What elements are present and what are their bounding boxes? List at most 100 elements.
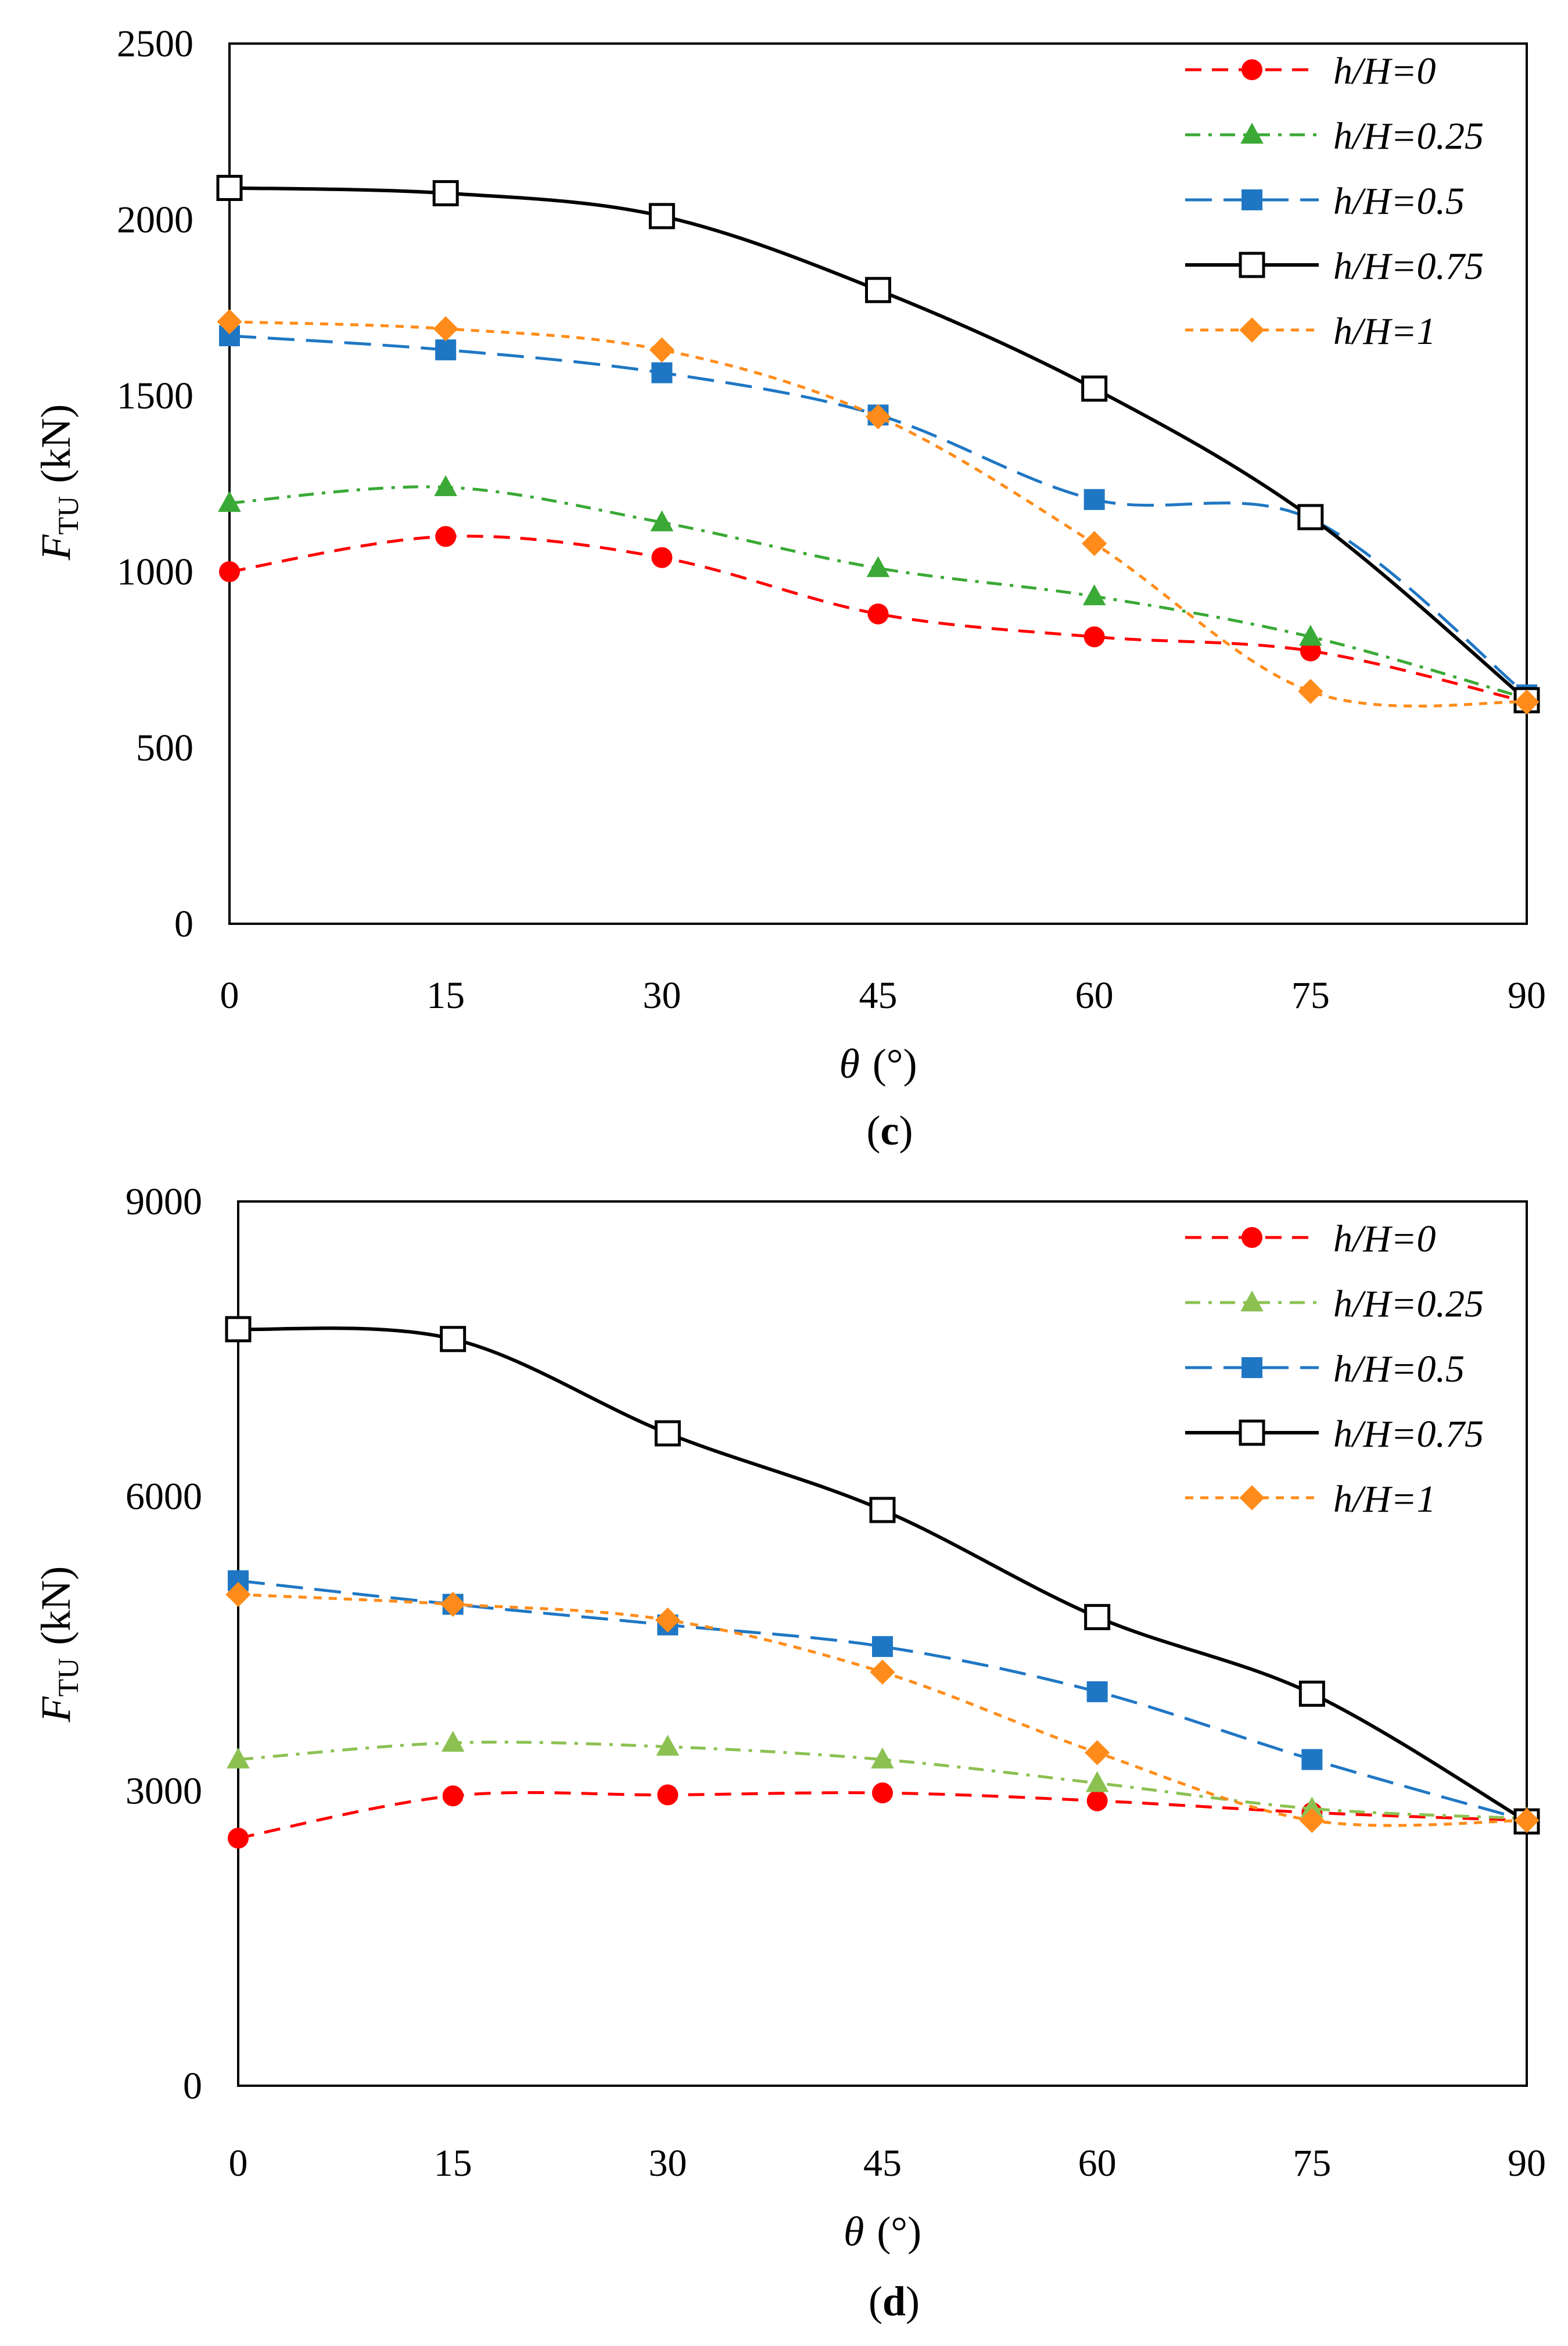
data-point bbox=[1085, 1740, 1110, 1766]
x-axis-unit: (°) bbox=[873, 1041, 917, 1087]
data-point bbox=[872, 1636, 893, 1658]
data-point bbox=[440, 1591, 466, 1617]
data-point bbox=[442, 1785, 464, 1807]
y-tick-label: 500 bbox=[136, 727, 193, 769]
x-tick-label: 90 bbox=[1508, 2142, 1546, 2184]
data-point bbox=[649, 337, 674, 363]
x-tick-label: 45 bbox=[859, 974, 898, 1017]
data-point bbox=[227, 1747, 250, 1769]
legend-label-var: h/H bbox=[1333, 115, 1393, 157]
panel-caption: (c) bbox=[867, 1107, 913, 1154]
legend-label: h/H=0.25 bbox=[1333, 1283, 1484, 1325]
y-tick-label: 1500 bbox=[117, 375, 193, 417]
legend-label: h/H=0.25 bbox=[1333, 115, 1484, 157]
data-point bbox=[648, 203, 675, 229]
legend-label-value: =0.25 bbox=[1391, 1283, 1484, 1325]
data-point bbox=[1298, 1680, 1325, 1707]
legend-label-value: =0.25 bbox=[1391, 115, 1484, 157]
legend-label-value: =0 bbox=[1391, 50, 1436, 92]
x-tick-label: 15 bbox=[426, 974, 465, 1017]
data-point bbox=[1083, 489, 1105, 510]
legend-label-value: =0.5 bbox=[1391, 1348, 1465, 1390]
legend-label: h/H=0.5 bbox=[1333, 180, 1465, 223]
y-axis-label: FTU (kN) bbox=[33, 404, 84, 561]
y-tick-label: 3000 bbox=[125, 1770, 202, 1813]
data-point bbox=[1086, 1681, 1108, 1702]
legend-label-var: h/H bbox=[1333, 1283, 1393, 1325]
y-tick-label: 2500 bbox=[117, 23, 193, 65]
data-point bbox=[870, 1659, 895, 1685]
series-0 bbox=[219, 526, 1537, 713]
data-point bbox=[1082, 530, 1107, 557]
data-point bbox=[1084, 1604, 1111, 1630]
legend: h/H=0h/H=0.25h/H=0.5h/H=0.75h/H=1 bbox=[1185, 1218, 1484, 1520]
legend-label: h/H=1 bbox=[1333, 310, 1436, 353]
legend-label-value: =0 bbox=[1391, 1218, 1436, 1260]
x-axis-symbol: θ bbox=[839, 1041, 859, 1087]
series-line bbox=[238, 1326, 1528, 1823]
data-point bbox=[1082, 584, 1106, 605]
caption-open: ( bbox=[869, 2278, 882, 2325]
legend-label-value: =1 bbox=[1391, 310, 1436, 353]
legend-label: h/H=0.5 bbox=[1333, 1348, 1465, 1390]
plot-area bbox=[237, 1200, 1528, 2087]
data-point bbox=[1086, 1790, 1108, 1811]
y-tick-label: 1000 bbox=[117, 551, 193, 593]
x-tick-label: 0 bbox=[220, 974, 239, 1017]
legend-label-value: =1 bbox=[1391, 1478, 1436, 1520]
legend-label-value: =0.5 bbox=[1391, 180, 1465, 223]
legend-label: h/H=0 bbox=[1333, 1218, 1436, 1260]
data-point bbox=[871, 1747, 894, 1769]
data-point bbox=[651, 362, 673, 383]
data-point bbox=[225, 1316, 252, 1343]
x-tick-label: 15 bbox=[434, 2142, 472, 2184]
legend-marker bbox=[1239, 317, 1265, 343]
data-point bbox=[1085, 1771, 1109, 1792]
legend: h/H=0h/H=0.25h/H=0.5h/H=0.75h/H=1 bbox=[1185, 50, 1484, 353]
series-3 bbox=[216, 174, 1540, 713]
series-0 bbox=[228, 1782, 1537, 1849]
y-tick-label: 6000 bbox=[125, 1475, 202, 1518]
legend-label-value: =0.75 bbox=[1391, 1413, 1484, 1455]
legend-label-var: h/H bbox=[1333, 180, 1393, 223]
y-axis-subscript: TU bbox=[52, 496, 84, 535]
legend-marker bbox=[1242, 1357, 1262, 1378]
y-axis-subscript: TU bbox=[52, 1658, 84, 1697]
legend-marker bbox=[1239, 1485, 1265, 1511]
series-1 bbox=[218, 475, 1538, 708]
data-point bbox=[1298, 679, 1323, 704]
data-point bbox=[656, 1734, 680, 1756]
data-point bbox=[432, 180, 459, 207]
legend-label-var: h/H bbox=[1333, 1478, 1393, 1520]
data-point bbox=[225, 1581, 251, 1608]
legend-marker bbox=[1239, 252, 1265, 278]
legend-label: h/H=0.75 bbox=[1333, 1413, 1484, 1455]
data-point bbox=[435, 526, 457, 547]
data-point bbox=[1083, 626, 1105, 648]
data-point bbox=[217, 309, 242, 335]
data-point bbox=[867, 603, 889, 625]
data-point bbox=[654, 1420, 681, 1447]
x-tick-label: 75 bbox=[1291, 974, 1330, 1017]
legend-marker bbox=[1242, 59, 1262, 80]
legend-label: h/H=0 bbox=[1333, 50, 1436, 92]
data-point bbox=[435, 339, 457, 361]
data-point bbox=[650, 510, 674, 532]
caption-close: ) bbox=[906, 2278, 920, 2325]
x-tick-label: 75 bbox=[1293, 2142, 1331, 2184]
legend-label-var: h/H bbox=[1333, 1348, 1393, 1390]
data-point bbox=[657, 1784, 679, 1806]
x-tick-label: 60 bbox=[1078, 2142, 1117, 2184]
legend-label: h/H=1 bbox=[1333, 1478, 1436, 1520]
data-point bbox=[1081, 375, 1108, 402]
series-4 bbox=[225, 1581, 1540, 1833]
data-point bbox=[218, 491, 241, 512]
data-point bbox=[866, 556, 890, 577]
data-point bbox=[869, 1497, 896, 1523]
chart-d: 0 3000 6000 9000 0 15 30 45 60 75 90 θ (°) FTU (kN) h/H… bbox=[33, 1181, 1546, 2325]
data-point bbox=[865, 277, 891, 303]
x-axis-label: θ (°) bbox=[844, 2208, 921, 2255]
legend-label: h/H=0.75 bbox=[1333, 245, 1484, 288]
caption-letter: d bbox=[882, 2278, 906, 2325]
data-point bbox=[1297, 504, 1324, 530]
